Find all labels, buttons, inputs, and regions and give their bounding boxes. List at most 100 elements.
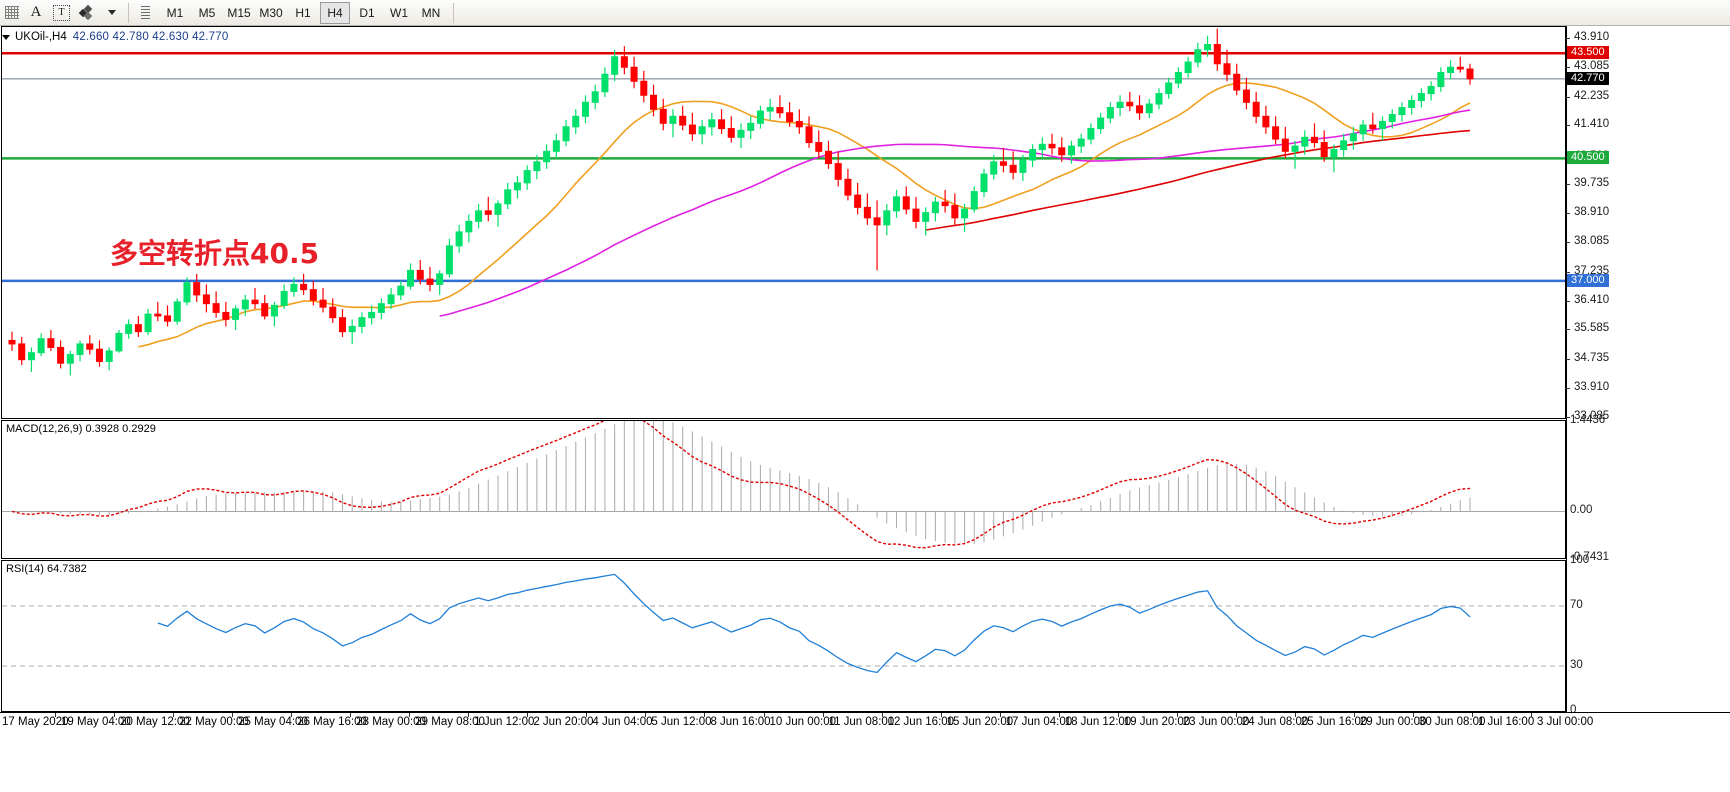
time-tickmark [1412, 713, 1414, 717]
time-tickmark [1058, 713, 1060, 717]
time-tickmark [881, 713, 883, 717]
rsi-tick-label: 0 [1570, 704, 1577, 716]
timeframe-button-m15[interactable]: M15 [227, 5, 251, 20]
chart-annotation-text: 多空转折点40.5 [110, 237, 320, 270]
macd-indicator-label: MACD(12,26,9) 0.3928 0.2929 [6, 423, 156, 435]
price-tickmark [1566, 184, 1570, 186]
macd-tick-label: 1.4436 [1570, 414, 1606, 426]
grid-icon[interactable] [1, 2, 23, 24]
price-scale-axis [1566, 26, 1567, 712]
time-tickmark [114, 713, 116, 717]
time-tickmark [1353, 713, 1355, 717]
price-tick-label: 43.910 [1574, 30, 1610, 43]
macd-tick-label: -0.7431 [1570, 551, 1610, 563]
rsi-indicator-label: RSI(14) 64.7382 [6, 563, 87, 575]
timeframe-button-w1[interactable]: W1 [390, 5, 408, 20]
toolbar: A T M1 M5 M15 M30 H1 H4 D1 W1 MN [0, 0, 1730, 26]
symbol-dropdown-icon[interactable] [2, 34, 10, 40]
price-tickmark [1566, 417, 1570, 418]
time-tickmark [409, 713, 411, 717]
price-tick-label: 39.735 [1574, 177, 1610, 190]
text-label-icon[interactable]: T [49, 2, 74, 24]
time-tickmark [645, 713, 647, 717]
time-tick-label: 1 Jul 16:00 [1477, 716, 1535, 728]
time-axis[interactable]: 17 May 2020 19 May 04:00 20 May 12:00 22 Ma… [0, 712, 1730, 792]
macd-panel[interactable]: MACD(12,26,9) 0.3928 0.2929 [1, 420, 1566, 559]
time-tick-label: 20 May 12:00 [120, 716, 190, 728]
price-tick-label: 34.735 [1574, 352, 1610, 365]
price-tick-label: 42.235 [1574, 89, 1610, 102]
time-tickmark [704, 713, 706, 717]
time-tick-label: 17 May 2020 [2, 716, 69, 728]
price-tick-label: 33.910 [1574, 381, 1610, 394]
price-tickmark [1566, 37, 1570, 39]
time-tickmark [940, 713, 942, 717]
time-tickmark [1471, 713, 1473, 717]
price-tick-label: 33.085 [1574, 410, 1610, 422]
time-tick-label: 24 Jun 08:00 [1241, 716, 1309, 728]
timeframe-button-h4[interactable]: H4 [320, 1, 350, 24]
time-tick-label: 15 Jun 20:00 [946, 716, 1014, 728]
timeframe-group: M1 M5 M15 M30 H1 H4 D1 W1 MN [159, 1, 447, 24]
toolbar-separator-2 [453, 2, 454, 23]
price-tick-label: 43.085 [1574, 59, 1610, 72]
price-tickmark [1566, 125, 1570, 127]
time-tick-label: 2 Jun 20:00 [533, 716, 594, 728]
price-plot [2, 28, 1565, 376]
time-tick-label: 30 Jun 08:00 [1418, 716, 1486, 728]
price-tick-label: 41.410 [1574, 118, 1610, 131]
time-tickmark [763, 713, 765, 717]
toolbar-separator [128, 2, 129, 23]
last-price-tag: 42.770 [1567, 71, 1609, 85]
timeframe-button-h1[interactable]: H1 [295, 5, 311, 20]
dropdown-caret-icon[interactable] [101, 2, 123, 24]
time-tickmark [468, 713, 470, 717]
bars-icon[interactable] [134, 2, 156, 24]
macd-plot [2, 421, 1565, 549]
timeframe-button-d1[interactable]: D1 [359, 5, 375, 20]
time-tick-label: 25 May 04:00 [238, 716, 308, 728]
macd-tick-label: 0.00 [1570, 504, 1593, 517]
main-price-panel[interactable]: 多空转折点40.5 [1, 26, 1566, 419]
time-tick-label: 17 Jun 04:00 [1005, 716, 1073, 728]
chart-frame: UKOil-,H4 42.660 42.780 42.630 42.770 多空… [0, 26, 1730, 792]
price-tick-label: 35.585 [1574, 322, 1610, 335]
rsi-plot [2, 573, 1565, 674]
time-tick-label: 8 Jun 16:00 [710, 716, 771, 728]
time-tickmark [1531, 713, 1532, 717]
timeframe-button-mn[interactable]: MN [421, 5, 441, 20]
time-tickmark [1117, 713, 1119, 717]
price-tickmark [1566, 359, 1570, 361]
price-tickmark [1566, 329, 1570, 331]
price-tick-label: 38.085 [1574, 234, 1610, 247]
price-tickmark [1566, 213, 1570, 214]
price-tickmark [1566, 241, 1570, 243]
price-tick-label: 37.235 [1574, 264, 1610, 277]
shapes-icon[interactable] [76, 2, 99, 24]
support-tag: 37.000 [1567, 273, 1609, 287]
price-tick-label: 38.910 [1574, 206, 1610, 218]
time-tickmark [173, 713, 175, 717]
time-tickmark [527, 713, 529, 717]
time-tick-label: 5 Jun 12:00 [651, 716, 712, 728]
rsi-panel[interactable]: RSI(14) 64.7382 [1, 560, 1566, 712]
time-tick-label: 26 May 16:00 [297, 716, 367, 728]
price-scale[interactable]: 43.910 43.085 42.235 41.410 40.500 39.735 38.9… [1566, 26, 1729, 716]
price-tick-label: 36.410 [1574, 293, 1610, 306]
timeframe-button-m1[interactable]: M1 [166, 5, 184, 20]
time-tickmark [291, 713, 293, 717]
symbol-header[interactable]: UKOil-,H4 42.660 42.780 42.630 42.770 [2, 30, 228, 44]
time-tick-label: 29 Jun 00:00 [1359, 716, 1427, 728]
time-tick-label: 19 Jun 20:00 [1123, 716, 1191, 728]
timeframe-button-m30[interactable]: M30 [259, 5, 283, 20]
price-tickmark [1566, 388, 1570, 390]
time-tick-label: 12 Jun 16:00 [887, 716, 955, 728]
time-tick-label: 10 Jun 00:00 [769, 716, 837, 728]
time-tick-label: 22 May 00:00 [179, 716, 249, 728]
time-tickmark [1176, 713, 1178, 717]
rsi-tick-label: 30 [1570, 659, 1583, 671]
timeframe-button-m5[interactable]: M5 [198, 5, 216, 20]
text-a-icon[interactable]: A [30, 4, 42, 20]
pivot-tag: 40.500 [1567, 151, 1609, 165]
time-tick-label: 28 May 00:00 [356, 716, 426, 728]
